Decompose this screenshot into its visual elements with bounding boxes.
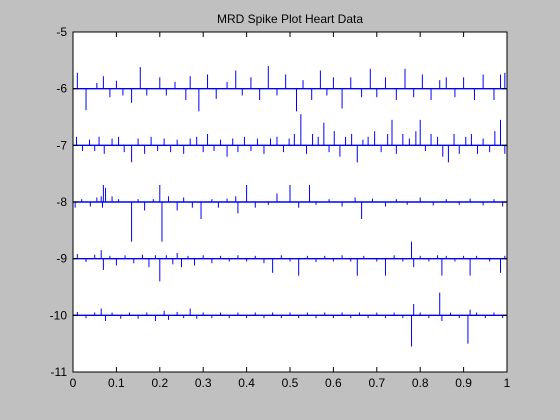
x-tick-label: 0.8 xyxy=(412,376,429,390)
y-tick-label: -8 xyxy=(56,195,67,209)
series-1 xyxy=(73,66,507,112)
chart-title: MRD Spike Plot Heart Data xyxy=(217,12,363,26)
series-4 xyxy=(73,241,507,282)
x-tick-label: 0.5 xyxy=(282,376,299,390)
plot-area xyxy=(73,66,507,347)
x-tick-label: 0.7 xyxy=(368,376,385,390)
x-axis: 0 0.1 0.2 0.3 0.4 0.5 0.6 0.7 0.8 0.9 1 xyxy=(70,32,511,390)
y-tick-label: -6 xyxy=(56,82,67,96)
x-tick-label: 1 xyxy=(504,376,511,390)
x-tick-label: 0.4 xyxy=(238,376,255,390)
y-tick-label: -5 xyxy=(56,25,67,39)
y-axis: -5 -6 -7 -8 -9 -10 -11 xyxy=(50,25,507,379)
y-tick-label: -11 xyxy=(51,365,68,379)
x-tick-label: 0.3 xyxy=(195,376,212,390)
series-3 xyxy=(73,185,507,242)
x-tick-label: 0.2 xyxy=(151,376,168,390)
y-tick-label: -7 xyxy=(56,138,67,152)
x-tick-label: 0.6 xyxy=(325,376,342,390)
y-tick-label: -9 xyxy=(56,252,67,266)
x-tick-label: 0.1 xyxy=(108,376,125,390)
series-5 xyxy=(73,292,507,347)
series-2 xyxy=(73,114,507,163)
y-tick-label: -10 xyxy=(50,308,68,322)
x-tick-label: 0 xyxy=(70,376,77,390)
x-tick-label: 0.9 xyxy=(455,376,472,390)
